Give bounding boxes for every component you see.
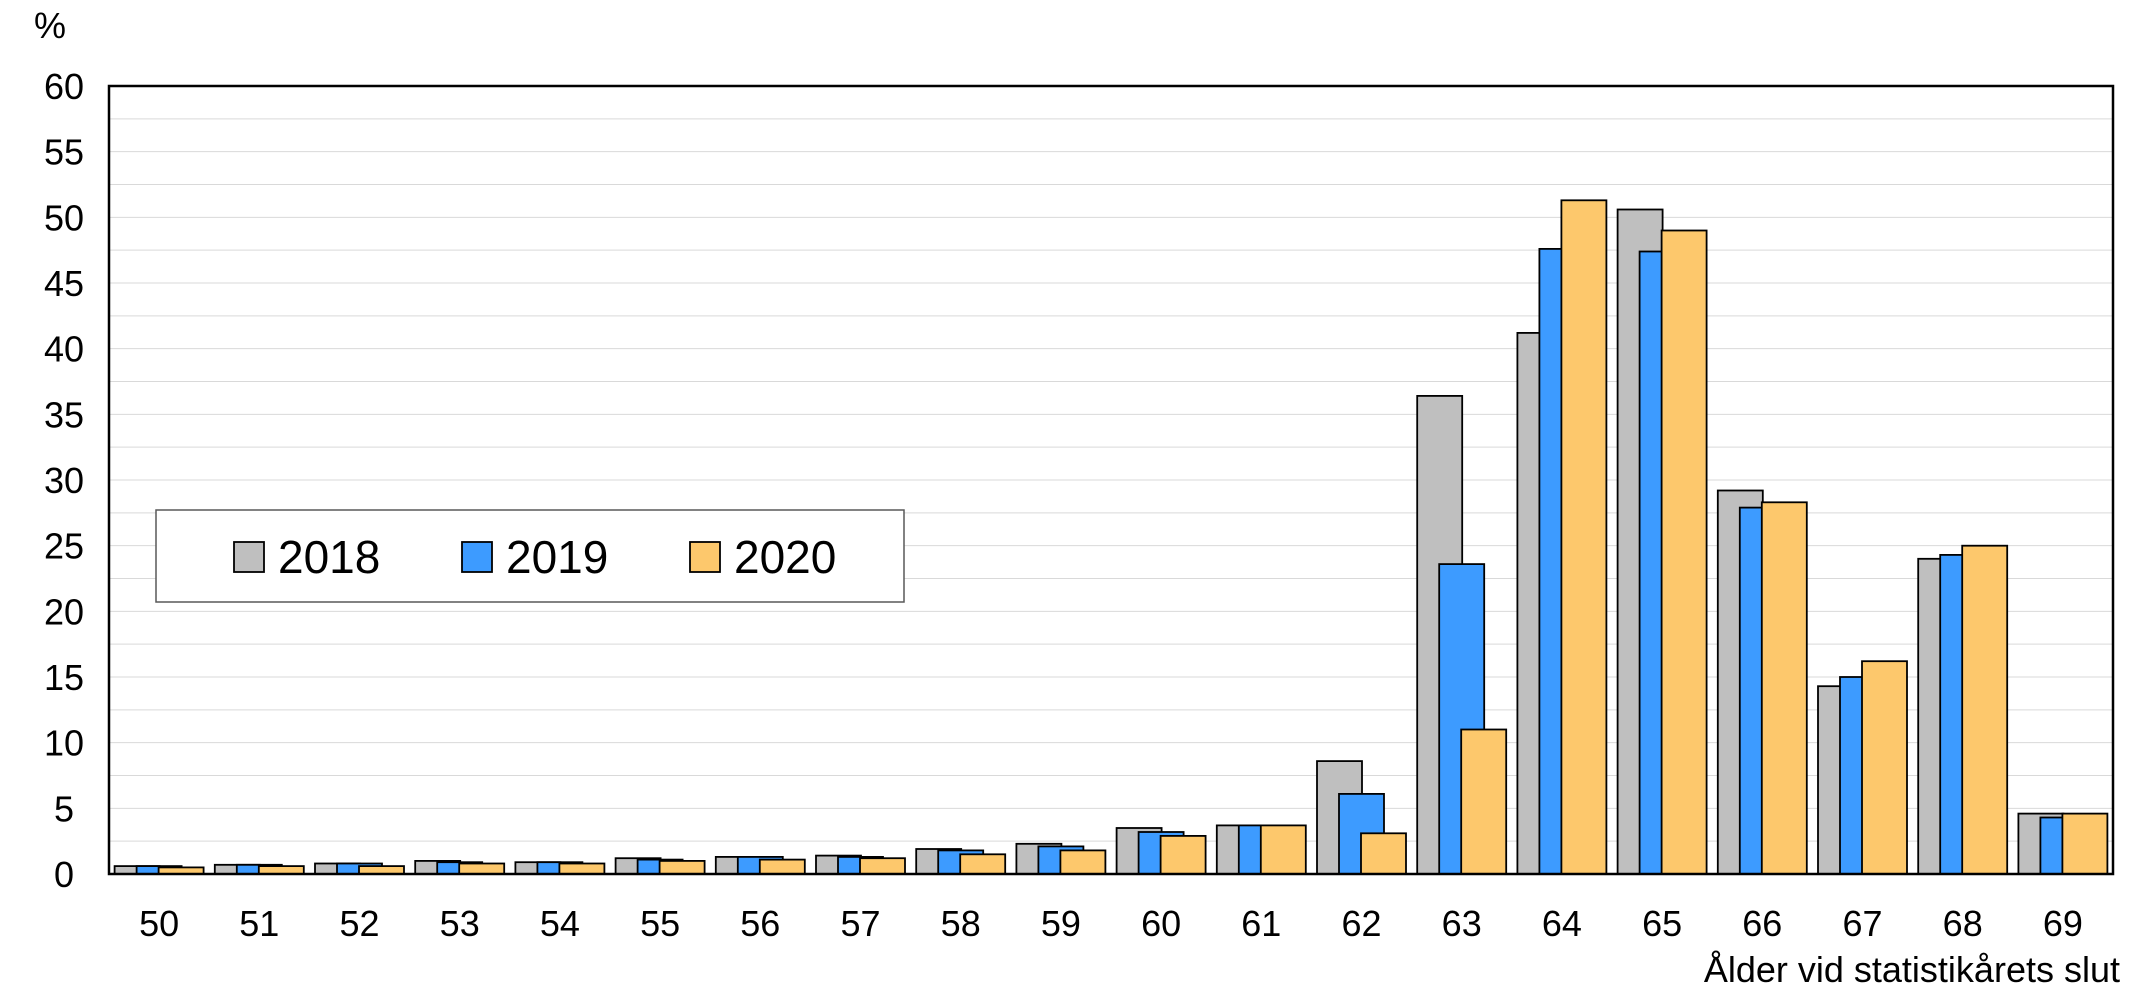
- bar-2020-58: [959, 853, 1007, 875]
- bar-2020-61: [1259, 824, 1307, 875]
- y-tick-label: 55: [44, 132, 84, 173]
- legend-label-2020: 2020: [734, 531, 836, 583]
- bar-2020-54: [558, 862, 606, 875]
- y-tick-label: 5: [54, 788, 74, 829]
- x-tick-label: 57: [840, 903, 880, 944]
- y-axis-ticks: 0 5 10 15 20 25 30 35 40 45 50 55 60: [44, 66, 84, 895]
- x-tick-label: 68: [1943, 903, 1983, 944]
- x-axis-label: Ålder vid statistikårets slut: [1704, 949, 2120, 988]
- bar-2020-69: [2061, 812, 2109, 875]
- legend: 2018 2019 2020: [155, 509, 905, 603]
- bar-2020-59: [1059, 849, 1107, 875]
- y-tick-label: 40: [44, 329, 84, 370]
- x-tick-label: 58: [941, 903, 981, 944]
- y-tick-label: 50: [44, 197, 84, 238]
- x-tick-label: 61: [1241, 903, 1281, 944]
- x-tick-label: 67: [1842, 903, 1882, 944]
- y-tick-label: 0: [54, 854, 74, 895]
- x-tick-label: 50: [139, 903, 179, 944]
- x-tick-label: 55: [640, 903, 680, 944]
- plot-frame: [107, 84, 2115, 876]
- y-tick-label: 30: [44, 460, 84, 501]
- y-tick-label: 35: [44, 394, 84, 435]
- bar-2020-62: [1360, 832, 1407, 875]
- x-tick-label: 64: [1542, 903, 1582, 944]
- x-tick-label: 62: [1341, 903, 1381, 944]
- x-tick-label: 51: [239, 903, 279, 944]
- bar-2020-53: [458, 862, 506, 875]
- bar-2020-56: [758, 858, 806, 875]
- legend-label-2018: 2018: [278, 531, 380, 583]
- bar-2020-65: [1660, 229, 1708, 875]
- y-tick-label: 60: [44, 66, 84, 107]
- legend-swatch-2018: [233, 541, 265, 573]
- legend-label-2019: 2019: [506, 531, 608, 583]
- bars: [113, 199, 2109, 875]
- x-tick-label: 54: [540, 903, 580, 944]
- y-tick-label: 15: [44, 657, 84, 698]
- bar-2020-67: [1861, 660, 1908, 875]
- x-tick-label: 65: [1642, 903, 1682, 944]
- legend-swatch-2020: [689, 541, 721, 573]
- bar-2020-55: [658, 860, 706, 875]
- y-tick-label: 25: [44, 526, 84, 567]
- legend-swatch-2019: [461, 541, 493, 573]
- legend-box: [155, 509, 905, 603]
- bar-2020-63: [1460, 728, 1508, 875]
- bar-2020-66: [1760, 501, 1808, 875]
- bar-2020-64: [1560, 199, 1608, 875]
- x-tick-label: 60: [1141, 903, 1181, 944]
- y-tick-label: 45: [44, 263, 84, 304]
- y-tick-label: 10: [44, 723, 84, 764]
- y-tick-label: 20: [44, 591, 84, 632]
- y-axis-unit: %: [34, 5, 66, 46]
- x-tick-label: 69: [2043, 903, 2083, 944]
- x-tick-label: 63: [1442, 903, 1482, 944]
- bar-2020-57: [859, 857, 906, 875]
- bar-2020-68: [1961, 544, 2009, 875]
- x-tick-label: 52: [339, 903, 379, 944]
- x-axis-ticks: 50 51 52 53 54 55 56 57 58 59 60 61 62 63 64 65 66 67 68 69: [139, 903, 2083, 944]
- x-tick-label: 53: [440, 903, 480, 944]
- x-tick-label: 66: [1742, 903, 1782, 944]
- grid-lines: [109, 118, 2113, 842]
- x-tick-label: 59: [1041, 903, 1081, 944]
- x-tick-label: 56: [740, 903, 780, 944]
- bar-2020-60: [1159, 835, 1207, 875]
